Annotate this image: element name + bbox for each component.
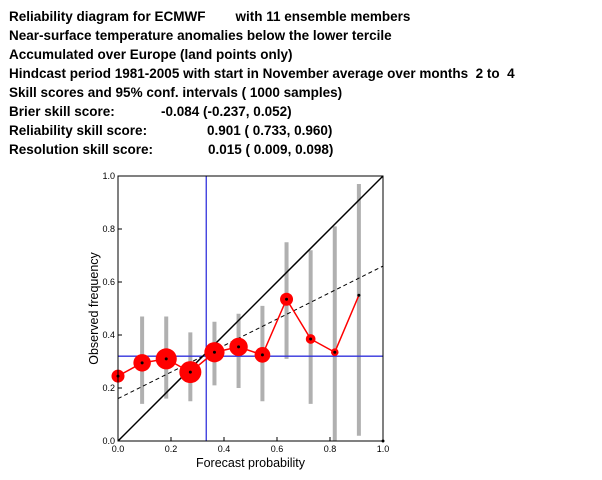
reliability-score-value: 0.901 ( 0.733, 0.960) [207,123,333,138]
variable-line: Near-surface temperature anomalies below… [9,28,392,43]
reliability-point-center-5 [237,345,241,349]
plot-frame [117,175,384,442]
hindcast-line: Hindcast period 1981-2005 with start in … [9,66,515,81]
reliability-point-center-2 [164,357,168,361]
x-tick-label-2: 0.4 [218,444,231,454]
x-tick-label-5: 1.0 [377,444,390,454]
brier-score-row: Brier skill score: -0.084 (-0.237, 0.052… [9,102,515,121]
y-tick-label-1: 0.2 [102,383,115,393]
reliability-score-label: Reliability skill score: [9,123,148,138]
brier-score-value: -0.084 (-0.237, 0.052) [161,104,292,119]
reliability-point-center-7 [285,297,289,301]
resolution-score-label: Resolution skill score: [9,142,154,157]
reliability-point-center-4 [212,350,216,354]
reliability-score-row: Reliability skill score: 0.901 ( 0.733, … [9,121,515,140]
reliability-point-center-3 [188,370,192,374]
brier-score-label: Brier skill score: [9,104,115,119]
y-tick-label-0: 0.0 [102,436,115,446]
reliability-point-center-6 [260,353,264,357]
perfect-reliability-diagonal [117,175,384,442]
x-tick-label-0: 0.0 [112,444,125,454]
y-tick-label-3: 0.6 [102,277,115,287]
reliability-point-center-8 [309,337,313,341]
y-axis-label: Observed frequency [87,251,101,364]
regression-dashed-line [117,265,384,400]
x-tick-label-3: 0.6 [271,444,284,454]
x-tick-label-4: 0.8 [324,444,337,454]
resolution-score-value: 0.015 ( 0.009, 0.098) [208,142,334,157]
chart-title: Reliability diagram for ECMWF with 11 en… [9,9,411,24]
reliability-point-center-9 [333,350,337,354]
reliability-point-center-10 [357,293,361,297]
x-tick-label-1: 0.2 [165,444,178,454]
region-line: Accumulated over Europe (land points onl… [9,47,293,62]
x-axis-label: Forecast probability [196,456,306,470]
y-tick-label-4: 0.8 [102,224,115,234]
skill-scores-header: Skill scores and 95% conf. intervals ( 1… [9,85,343,100]
resolution-score-row: Resolution skill score: 0.015 ( 0.009, 0… [9,140,515,159]
y-tick-label-5: 1.0 [102,171,115,181]
chart-header: Reliability diagram for ECMWF with 11 en… [9,7,515,159]
reliability-point-center-1 [140,361,144,365]
y-tick-label-2: 0.4 [102,330,115,340]
